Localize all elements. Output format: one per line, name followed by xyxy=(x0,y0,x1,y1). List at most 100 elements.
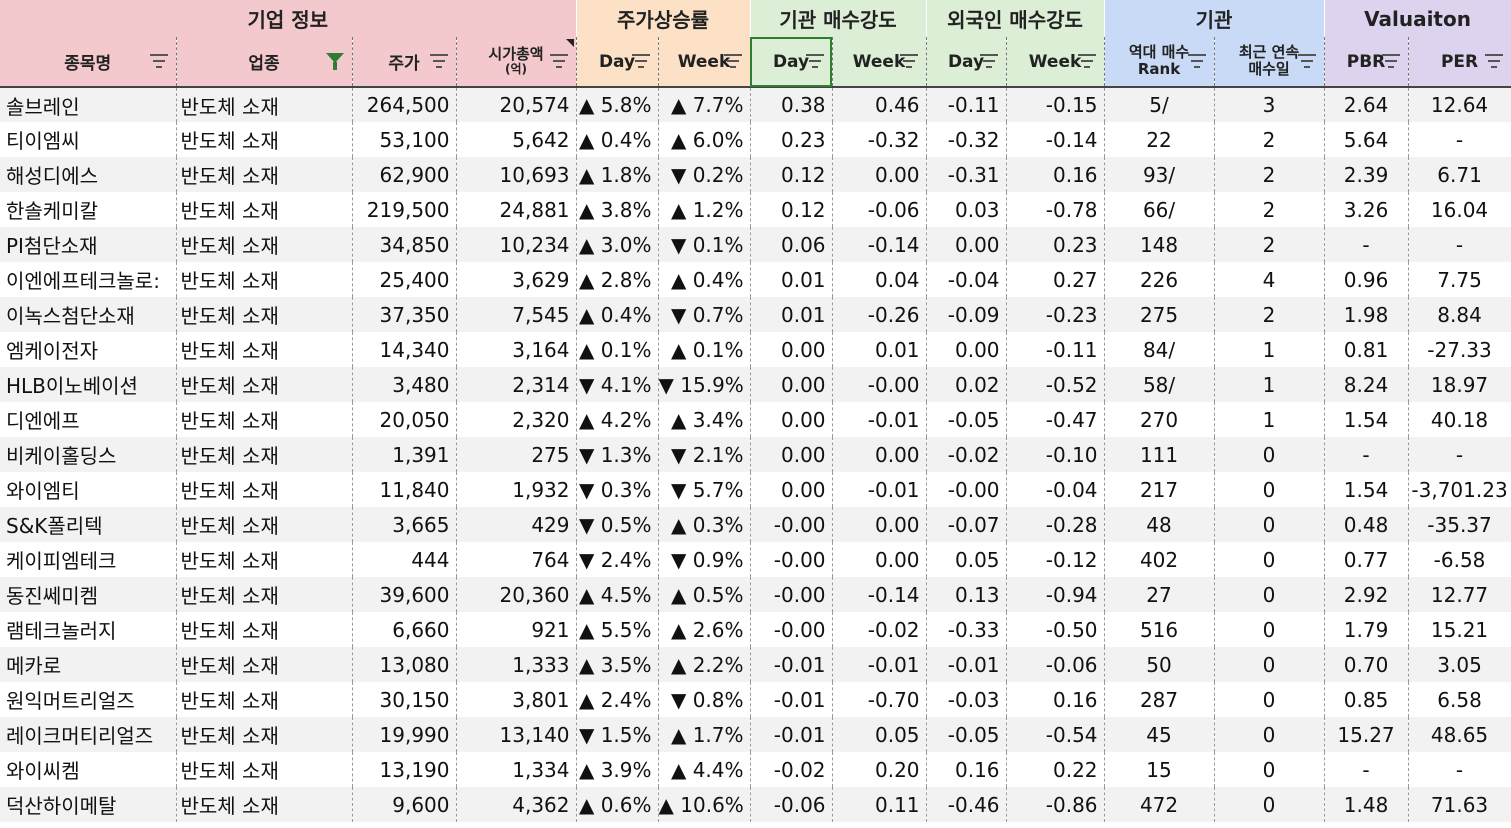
cell-foreign-day[interactable]: -0.07 xyxy=(926,507,1007,542)
cell-pbr[interactable]: 1.54 xyxy=(1324,402,1409,437)
cell-name[interactable]: 램테크놀러지 xyxy=(0,612,177,647)
cell-price[interactable]: 13,190 xyxy=(352,752,457,787)
table-row[interactable]: 램테크놀러지 반도체 소재 6,660 921 ▲ 5.5% ▲ 2.6% -0.00 -0.… xyxy=(0,612,1511,647)
cell-inst-week[interactable]: -0.14 xyxy=(832,227,927,262)
cell-mcap[interactable]: 2,314 xyxy=(456,367,577,402)
cell-mcap[interactable]: 20,574 xyxy=(456,87,577,122)
cell-streak[interactable]: 0 xyxy=(1214,612,1325,647)
cell-inst-day[interactable]: 0.23 xyxy=(750,122,833,157)
cell-mcap[interactable]: 1,334 xyxy=(456,752,577,787)
cell-inst-week[interactable]: -0.06 xyxy=(832,192,927,227)
cell-streak[interactable]: 0 xyxy=(1214,647,1325,682)
cell-foreign-day[interactable]: -0.05 xyxy=(926,717,1007,752)
table-row[interactable]: 원익머트리얼즈 반도체 소재 30,150 3,801 ▲ 2.4% ▼ 0.8% -0.0… xyxy=(0,682,1511,717)
cell-name[interactable]: HLB이노베이션 xyxy=(0,367,177,402)
cell-streak[interactable]: 0 xyxy=(1214,682,1325,717)
cell-price-week[interactable]: ▲ 2.6% xyxy=(658,612,751,647)
cell-price-week[interactable]: ▲ 0.3% xyxy=(658,507,751,542)
cell-pbr[interactable]: 0.70 xyxy=(1324,647,1409,682)
cell-price-week[interactable]: ▼ 2.1% xyxy=(658,437,751,472)
filter-icon[interactable] xyxy=(723,54,742,68)
cell-pbr[interactable]: 3.26 xyxy=(1324,192,1409,227)
cell-name[interactable]: 해성디에스 xyxy=(0,157,177,192)
cell-price-day[interactable]: ▲ 2.4% xyxy=(576,682,659,717)
cell-price-day[interactable]: ▲ 5.5% xyxy=(576,612,659,647)
cell-industry[interactable]: 반도체 소재 xyxy=(176,332,353,367)
cell-foreign-day[interactable]: -0.32 xyxy=(926,122,1007,157)
cell-streak[interactable]: 2 xyxy=(1214,122,1325,157)
table-row[interactable]: 티이엠씨 반도체 소재 53,100 5,642 ▲ 0.4% ▲ 6.0% 0.23 -0.… xyxy=(0,122,1511,157)
cell-per[interactable]: 6.71 xyxy=(1408,157,1511,192)
cell-inst-day[interactable]: -0.00 xyxy=(750,577,833,612)
cell-rank[interactable]: 45 xyxy=(1104,717,1215,752)
cell-rank[interactable]: 93/ xyxy=(1104,157,1215,192)
table-row[interactable]: 레이크머티리얼즈 반도체 소재 19,990 13,140 ▼ 1.5% ▲ 1.7% -0… xyxy=(0,717,1511,752)
col-header-pbr[interactable]: PBR xyxy=(1324,37,1409,88)
cell-inst-day[interactable]: 0.38 xyxy=(750,87,833,122)
cell-foreign-week[interactable]: -0.15 xyxy=(1006,87,1105,122)
cell-foreign-day[interactable]: -0.02 xyxy=(926,437,1007,472)
cell-foreign-day[interactable]: -0.05 xyxy=(926,402,1007,437)
cell-inst-week[interactable]: -0.01 xyxy=(832,472,927,507)
cell-price[interactable]: 19,990 xyxy=(352,717,457,752)
filter-icon[interactable] xyxy=(549,54,568,68)
cell-foreign-week[interactable]: 0.27 xyxy=(1006,262,1105,297)
cell-price[interactable]: 30,150 xyxy=(352,682,457,717)
cell-foreign-day[interactable]: -0.33 xyxy=(926,612,1007,647)
cell-price-day[interactable]: ▲ 3.0% xyxy=(576,227,659,262)
cell-industry[interactable]: 반도체 소재 xyxy=(176,157,353,192)
cell-industry[interactable]: 반도체 소재 xyxy=(176,752,353,787)
table-row[interactable]: 엠케이전자 반도체 소재 14,340 3,164 ▲ 0.1% ▲ 0.1% 0.00 0.… xyxy=(0,332,1511,367)
cell-foreign-day[interactable]: 0.03 xyxy=(926,192,1007,227)
cell-foreign-week[interactable]: -0.28 xyxy=(1006,507,1105,542)
cell-name[interactable]: 이엔에프테크놀로: xyxy=(0,262,177,297)
table-row[interactable]: 덕산하이메탈 반도체 소재 9,600 4,362 ▲ 0.6% ▲ 10.6% -0.06… xyxy=(0,787,1511,822)
table-row[interactable]: 와이씨켐 반도체 소재 13,190 1,334 ▲ 3.9% ▲ 4.4% -0.02 0.… xyxy=(0,752,1511,787)
cell-inst-day[interactable]: 0.00 xyxy=(750,332,833,367)
cell-foreign-week[interactable]: 0.16 xyxy=(1006,157,1105,192)
cell-streak[interactable]: 2 xyxy=(1214,297,1325,332)
cell-price[interactable]: 9,600 xyxy=(352,787,457,822)
col-header-per[interactable]: PER xyxy=(1408,37,1511,88)
cell-per[interactable]: - xyxy=(1408,437,1511,472)
cell-pbr[interactable]: 0.96 xyxy=(1324,262,1409,297)
cell-foreign-day[interactable]: 0.02 xyxy=(926,367,1007,402)
cell-foreign-day[interactable]: 0.00 xyxy=(926,227,1007,262)
cell-inst-week[interactable]: -0.26 xyxy=(832,297,927,332)
cell-rank[interactable]: 270 xyxy=(1104,402,1215,437)
cell-foreign-week[interactable]: -0.54 xyxy=(1006,717,1105,752)
cell-streak[interactable]: 0 xyxy=(1214,542,1325,577)
cell-streak[interactable]: 1 xyxy=(1214,332,1325,367)
cell-pbr[interactable]: 5.64 xyxy=(1324,122,1409,157)
cell-price-day[interactable]: ▼ 1.5% xyxy=(576,717,659,752)
cell-name[interactable]: 원익머트리얼즈 xyxy=(0,682,177,717)
cell-price-day[interactable]: ▲ 5.8% xyxy=(576,87,659,122)
cell-name[interactable]: 비케이홀딩스 xyxy=(0,437,177,472)
table-row[interactable]: 와이엠티 반도체 소재 11,840 1,932 ▼ 0.3% ▼ 5.7% 0.00 -0.… xyxy=(0,472,1511,507)
cell-pbr[interactable]: 0.48 xyxy=(1324,507,1409,542)
cell-pbr[interactable]: 1.98 xyxy=(1324,297,1409,332)
cell-rank[interactable]: 275 xyxy=(1104,297,1215,332)
cell-foreign-week[interactable]: -0.06 xyxy=(1006,647,1105,682)
cell-pbr[interactable]: 0.77 xyxy=(1324,542,1409,577)
filter-icon[interactable] xyxy=(1077,54,1096,68)
cell-rank[interactable]: 22 xyxy=(1104,122,1215,157)
cell-price[interactable]: 3,480 xyxy=(352,367,457,402)
cell-foreign-day[interactable]: 0.16 xyxy=(926,752,1007,787)
filter-icon[interactable] xyxy=(1187,54,1206,68)
cell-per[interactable]: 40.18 xyxy=(1408,402,1511,437)
cell-inst-day[interactable]: 0.12 xyxy=(750,192,833,227)
cell-inst-day[interactable]: -0.00 xyxy=(750,612,833,647)
cell-name[interactable]: 레이크머티리얼즈 xyxy=(0,717,177,752)
cell-name[interactable]: 티이엠씨 xyxy=(0,122,177,157)
cell-pbr[interactable]: 2.39 xyxy=(1324,157,1409,192)
cell-price-day[interactable]: ▲ 0.1% xyxy=(576,332,659,367)
cell-streak[interactable]: 3 xyxy=(1214,87,1325,122)
cell-per[interactable]: - xyxy=(1408,227,1511,262)
cell-rank[interactable]: 15 xyxy=(1104,752,1215,787)
cell-foreign-week[interactable]: -0.11 xyxy=(1006,332,1105,367)
cell-streak[interactable]: 0 xyxy=(1214,752,1325,787)
cell-per[interactable]: -35.37 xyxy=(1408,507,1511,542)
cell-name[interactable]: 메카로 xyxy=(0,647,177,682)
cell-price[interactable]: 13,080 xyxy=(352,647,457,682)
